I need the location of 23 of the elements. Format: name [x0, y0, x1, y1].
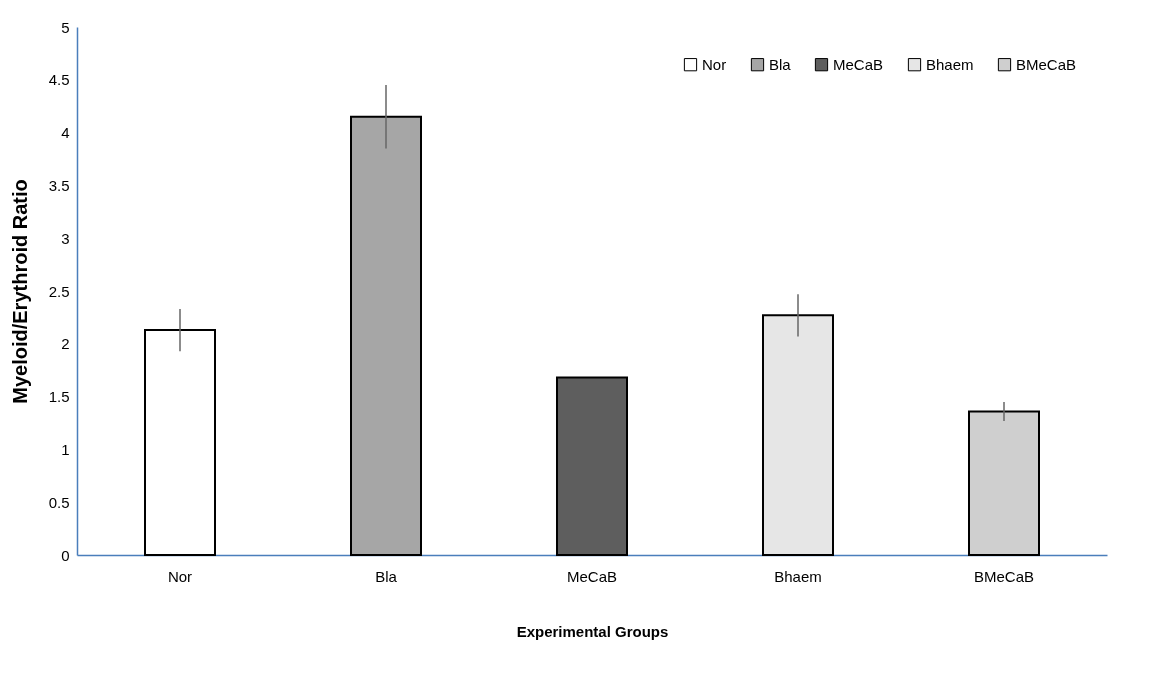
legend-label: MeCaB [833, 55, 884, 73]
y-tick-label: 3.5 [48, 176, 70, 194]
x-axis-title: Experimental Groups [516, 622, 669, 640]
y-tick-label: 0 [61, 546, 70, 564]
y-tick-label: 4.5 [48, 71, 70, 89]
y-tick-label: 1.5 [48, 388, 70, 406]
legend-label: Bhaem [926, 55, 974, 73]
x-tick-label: Nor [167, 567, 193, 585]
x-tick-label: Bhaem [774, 567, 822, 585]
y-tick-label: 5 [61, 18, 70, 36]
y-tick-label: 0.5 [48, 493, 70, 511]
y-tick-label: 4 [61, 124, 70, 142]
y-tick-label: 3 [61, 229, 70, 247]
legend-label: Nor [702, 55, 727, 73]
y-axis-title: Myeloid/Erythroid Ratio [8, 179, 31, 404]
legend-label: Bla [769, 55, 792, 73]
y-tick-label: 1 [61, 440, 70, 458]
x-tick-label: MeCaB [566, 567, 618, 585]
legend-label: BMeCaB [1016, 55, 1077, 73]
y-tick-label: 2 [61, 335, 70, 353]
x-tick-label: BMeCaB [973, 567, 1035, 585]
y-tick-label: 2.5 [48, 282, 70, 300]
x-tick-label: Bla [375, 567, 398, 585]
